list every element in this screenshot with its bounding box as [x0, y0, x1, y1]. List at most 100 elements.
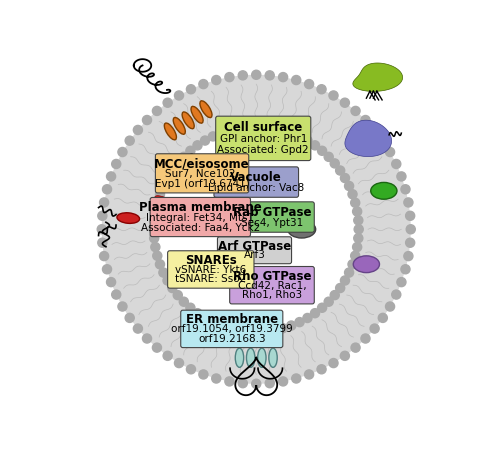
Text: orf19.1054, orf19.3799: orf19.1054, orf19.3799	[171, 324, 292, 335]
FancyBboxPatch shape	[150, 197, 250, 237]
Circle shape	[361, 115, 370, 124]
Text: MCC/eisosome: MCC/eisosome	[154, 158, 250, 170]
FancyBboxPatch shape	[218, 237, 292, 264]
Circle shape	[150, 216, 158, 225]
Circle shape	[159, 182, 168, 191]
Circle shape	[278, 324, 287, 333]
Circle shape	[225, 126, 234, 135]
Circle shape	[344, 268, 354, 277]
Circle shape	[118, 148, 127, 157]
Circle shape	[234, 326, 243, 335]
Circle shape	[173, 159, 182, 168]
Circle shape	[199, 79, 208, 89]
Circle shape	[252, 70, 261, 79]
Ellipse shape	[236, 348, 244, 367]
Circle shape	[200, 136, 209, 145]
Circle shape	[252, 122, 261, 131]
Circle shape	[278, 126, 287, 135]
Circle shape	[125, 136, 134, 145]
Circle shape	[180, 297, 188, 306]
Circle shape	[351, 343, 360, 352]
Circle shape	[304, 370, 314, 379]
FancyBboxPatch shape	[216, 116, 311, 161]
FancyBboxPatch shape	[180, 310, 283, 348]
Circle shape	[168, 166, 177, 175]
Circle shape	[163, 98, 172, 107]
Circle shape	[350, 198, 360, 207]
Circle shape	[352, 207, 362, 216]
Circle shape	[330, 291, 340, 300]
Circle shape	[406, 238, 414, 247]
Circle shape	[324, 152, 333, 161]
Circle shape	[252, 379, 261, 388]
Circle shape	[163, 276, 172, 285]
Text: Arf GTPase: Arf GTPase	[218, 240, 291, 253]
Circle shape	[180, 152, 188, 161]
Circle shape	[340, 276, 349, 285]
Text: Associated: Gpd2: Associated: Gpd2	[218, 145, 309, 155]
Circle shape	[100, 252, 108, 261]
Circle shape	[216, 128, 226, 138]
Text: Ccd42, Rac1,: Ccd42, Rac1,	[238, 281, 306, 291]
Ellipse shape	[370, 183, 397, 199]
Circle shape	[344, 182, 354, 191]
Circle shape	[348, 260, 357, 269]
Circle shape	[304, 79, 314, 89]
Circle shape	[102, 265, 112, 274]
Circle shape	[354, 216, 363, 225]
Polygon shape	[353, 63, 403, 91]
Text: Associated: Faa4, Yck2: Associated: Faa4, Yck2	[140, 222, 260, 232]
Circle shape	[153, 198, 162, 207]
Text: GPI anchor: Phr1: GPI anchor: Phr1	[220, 134, 307, 144]
Circle shape	[354, 234, 363, 243]
Circle shape	[295, 132, 304, 141]
Ellipse shape	[269, 348, 277, 367]
Text: ER membrane: ER membrane	[186, 313, 278, 326]
Circle shape	[340, 351, 349, 360]
Circle shape	[142, 334, 152, 343]
Circle shape	[278, 377, 287, 386]
Circle shape	[370, 125, 379, 134]
Circle shape	[98, 238, 107, 247]
Circle shape	[186, 303, 195, 312]
Circle shape	[265, 379, 274, 388]
Circle shape	[397, 172, 406, 181]
Circle shape	[310, 141, 320, 150]
Circle shape	[174, 91, 184, 100]
Circle shape	[392, 159, 401, 168]
Text: Evp1 (orf19.6741): Evp1 (orf19.6741)	[154, 179, 250, 189]
Circle shape	[270, 326, 278, 335]
Circle shape	[265, 71, 274, 80]
FancyBboxPatch shape	[166, 171, 198, 187]
Circle shape	[238, 71, 248, 80]
Circle shape	[186, 85, 196, 94]
Circle shape	[352, 242, 362, 252]
Ellipse shape	[200, 101, 212, 118]
Circle shape	[97, 225, 106, 234]
Circle shape	[330, 159, 340, 168]
Circle shape	[150, 234, 158, 243]
Circle shape	[200, 313, 209, 322]
Circle shape	[340, 173, 349, 183]
Circle shape	[401, 265, 410, 274]
Circle shape	[234, 124, 243, 133]
Circle shape	[208, 317, 218, 327]
Circle shape	[278, 73, 287, 82]
Circle shape	[260, 327, 270, 336]
FancyBboxPatch shape	[156, 154, 248, 193]
Ellipse shape	[258, 348, 266, 367]
Circle shape	[329, 91, 338, 100]
Circle shape	[163, 173, 172, 183]
Circle shape	[404, 198, 413, 207]
Circle shape	[193, 309, 202, 318]
Circle shape	[336, 166, 344, 175]
Ellipse shape	[191, 106, 203, 123]
FancyBboxPatch shape	[168, 251, 254, 288]
Circle shape	[100, 198, 108, 207]
Circle shape	[243, 327, 252, 336]
Circle shape	[292, 374, 301, 383]
Circle shape	[98, 211, 107, 220]
Circle shape	[153, 251, 162, 260]
Text: Cell surface: Cell surface	[224, 121, 302, 134]
Text: Rab GTPase: Rab GTPase	[232, 206, 311, 219]
